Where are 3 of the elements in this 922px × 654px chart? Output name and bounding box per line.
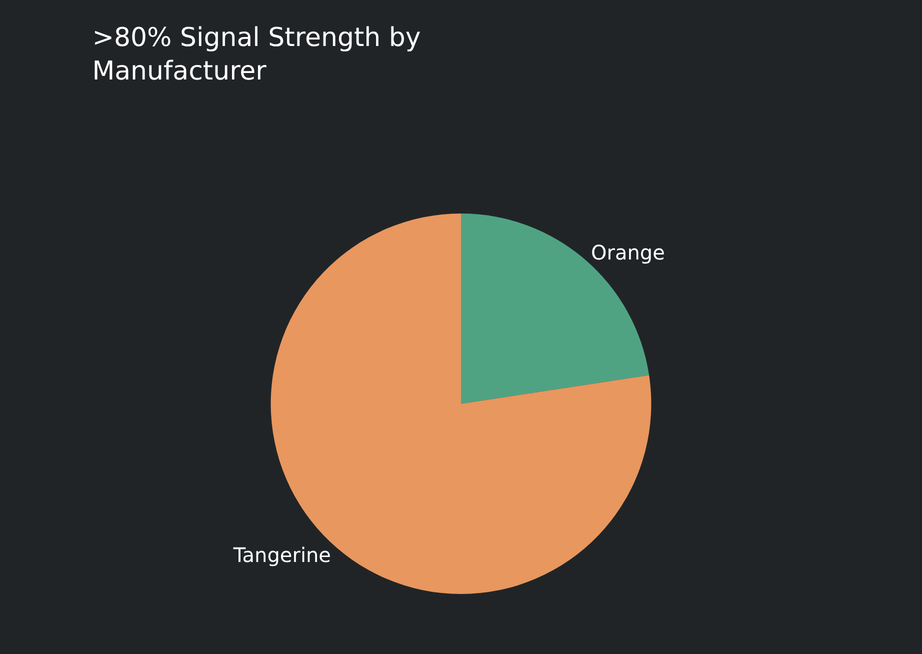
slice-label: Orange: [591, 240, 665, 265]
slice-label: Tangerine: [232, 542, 331, 567]
chart-title: >80% Signal Strength by Manufacturer: [92, 22, 421, 87]
